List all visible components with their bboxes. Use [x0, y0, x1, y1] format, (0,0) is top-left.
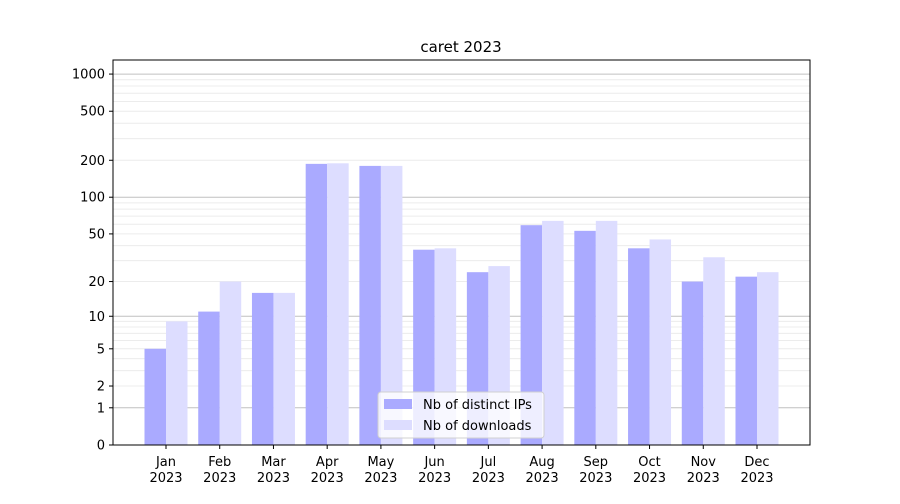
- y-tick-label: 10: [88, 310, 105, 325]
- bar-distinct-ips: [305, 163, 328, 446]
- chart-title: caret 2023: [420, 38, 501, 56]
- bar-downloads: [380, 165, 403, 446]
- plot-frame: [112, 59, 811, 446]
- x-tick-label: Mar 2023: [257, 455, 290, 486]
- x-tick-label: Apr 2023: [311, 455, 344, 486]
- bar-distinct-ips: [198, 311, 220, 445]
- x-tick-label: Jul 2023: [472, 455, 505, 486]
- y-tick-label: 200: [80, 154, 105, 169]
- bar-distinct-ips: [574, 230, 596, 445]
- legend-label: Nb of downloads: [423, 419, 532, 434]
- bar-downloads: [595, 220, 618, 445]
- bar-distinct-ips: [520, 225, 543, 445]
- bar-distinct-ips: [359, 165, 381, 446]
- bar-distinct-ips: [251, 292, 274, 445]
- x-tick-label: Oct 2023: [633, 455, 666, 486]
- y-tick-label: 5: [97, 342, 105, 357]
- legend-box: [377, 391, 545, 439]
- bar-distinct-ips: [735, 276, 757, 445]
- y-tick-label: 100: [80, 191, 105, 206]
- bar-downloads: [166, 321, 188, 445]
- legend-swatch: [384, 420, 412, 430]
- x-tick-label: Aug 2023: [526, 455, 559, 486]
- y-tick-label: 50: [88, 227, 105, 242]
- bar-downloads: [219, 281, 242, 445]
- y-tick-label: 1000: [72, 68, 105, 83]
- x-tick-label: Feb 2023: [203, 455, 236, 486]
- bar-distinct-ips: [144, 348, 166, 445]
- bar-distinct-ips: [628, 248, 650, 445]
- legend-label: Nb of distinct IPs: [423, 398, 532, 413]
- bar-distinct-ips: [681, 281, 704, 445]
- x-tick-label: Dec 2023: [740, 455, 773, 486]
- x-tick-label: Jan 2023: [149, 455, 182, 486]
- y-tick-label: 0: [97, 439, 105, 454]
- bar-downloads: [327, 163, 349, 445]
- bar-downloads: [542, 220, 564, 445]
- x-tick-label: May 2023: [364, 455, 397, 486]
- legend-swatch: [384, 399, 412, 409]
- y-tick-label: 2: [97, 380, 105, 395]
- bar-downloads: [273, 292, 295, 445]
- x-tick-label: Jun 2023: [418, 455, 451, 486]
- y-tick-label: 500: [80, 105, 105, 120]
- bar-downloads: [649, 239, 672, 445]
- x-tick-label: Nov 2023: [687, 455, 720, 486]
- bar-downloads: [703, 257, 725, 445]
- x-tick-label: Sep 2023: [579, 455, 612, 486]
- y-tick-label: 1: [97, 401, 105, 416]
- bar-downloads: [757, 272, 779, 445]
- y-tick-label: 20: [88, 275, 105, 290]
